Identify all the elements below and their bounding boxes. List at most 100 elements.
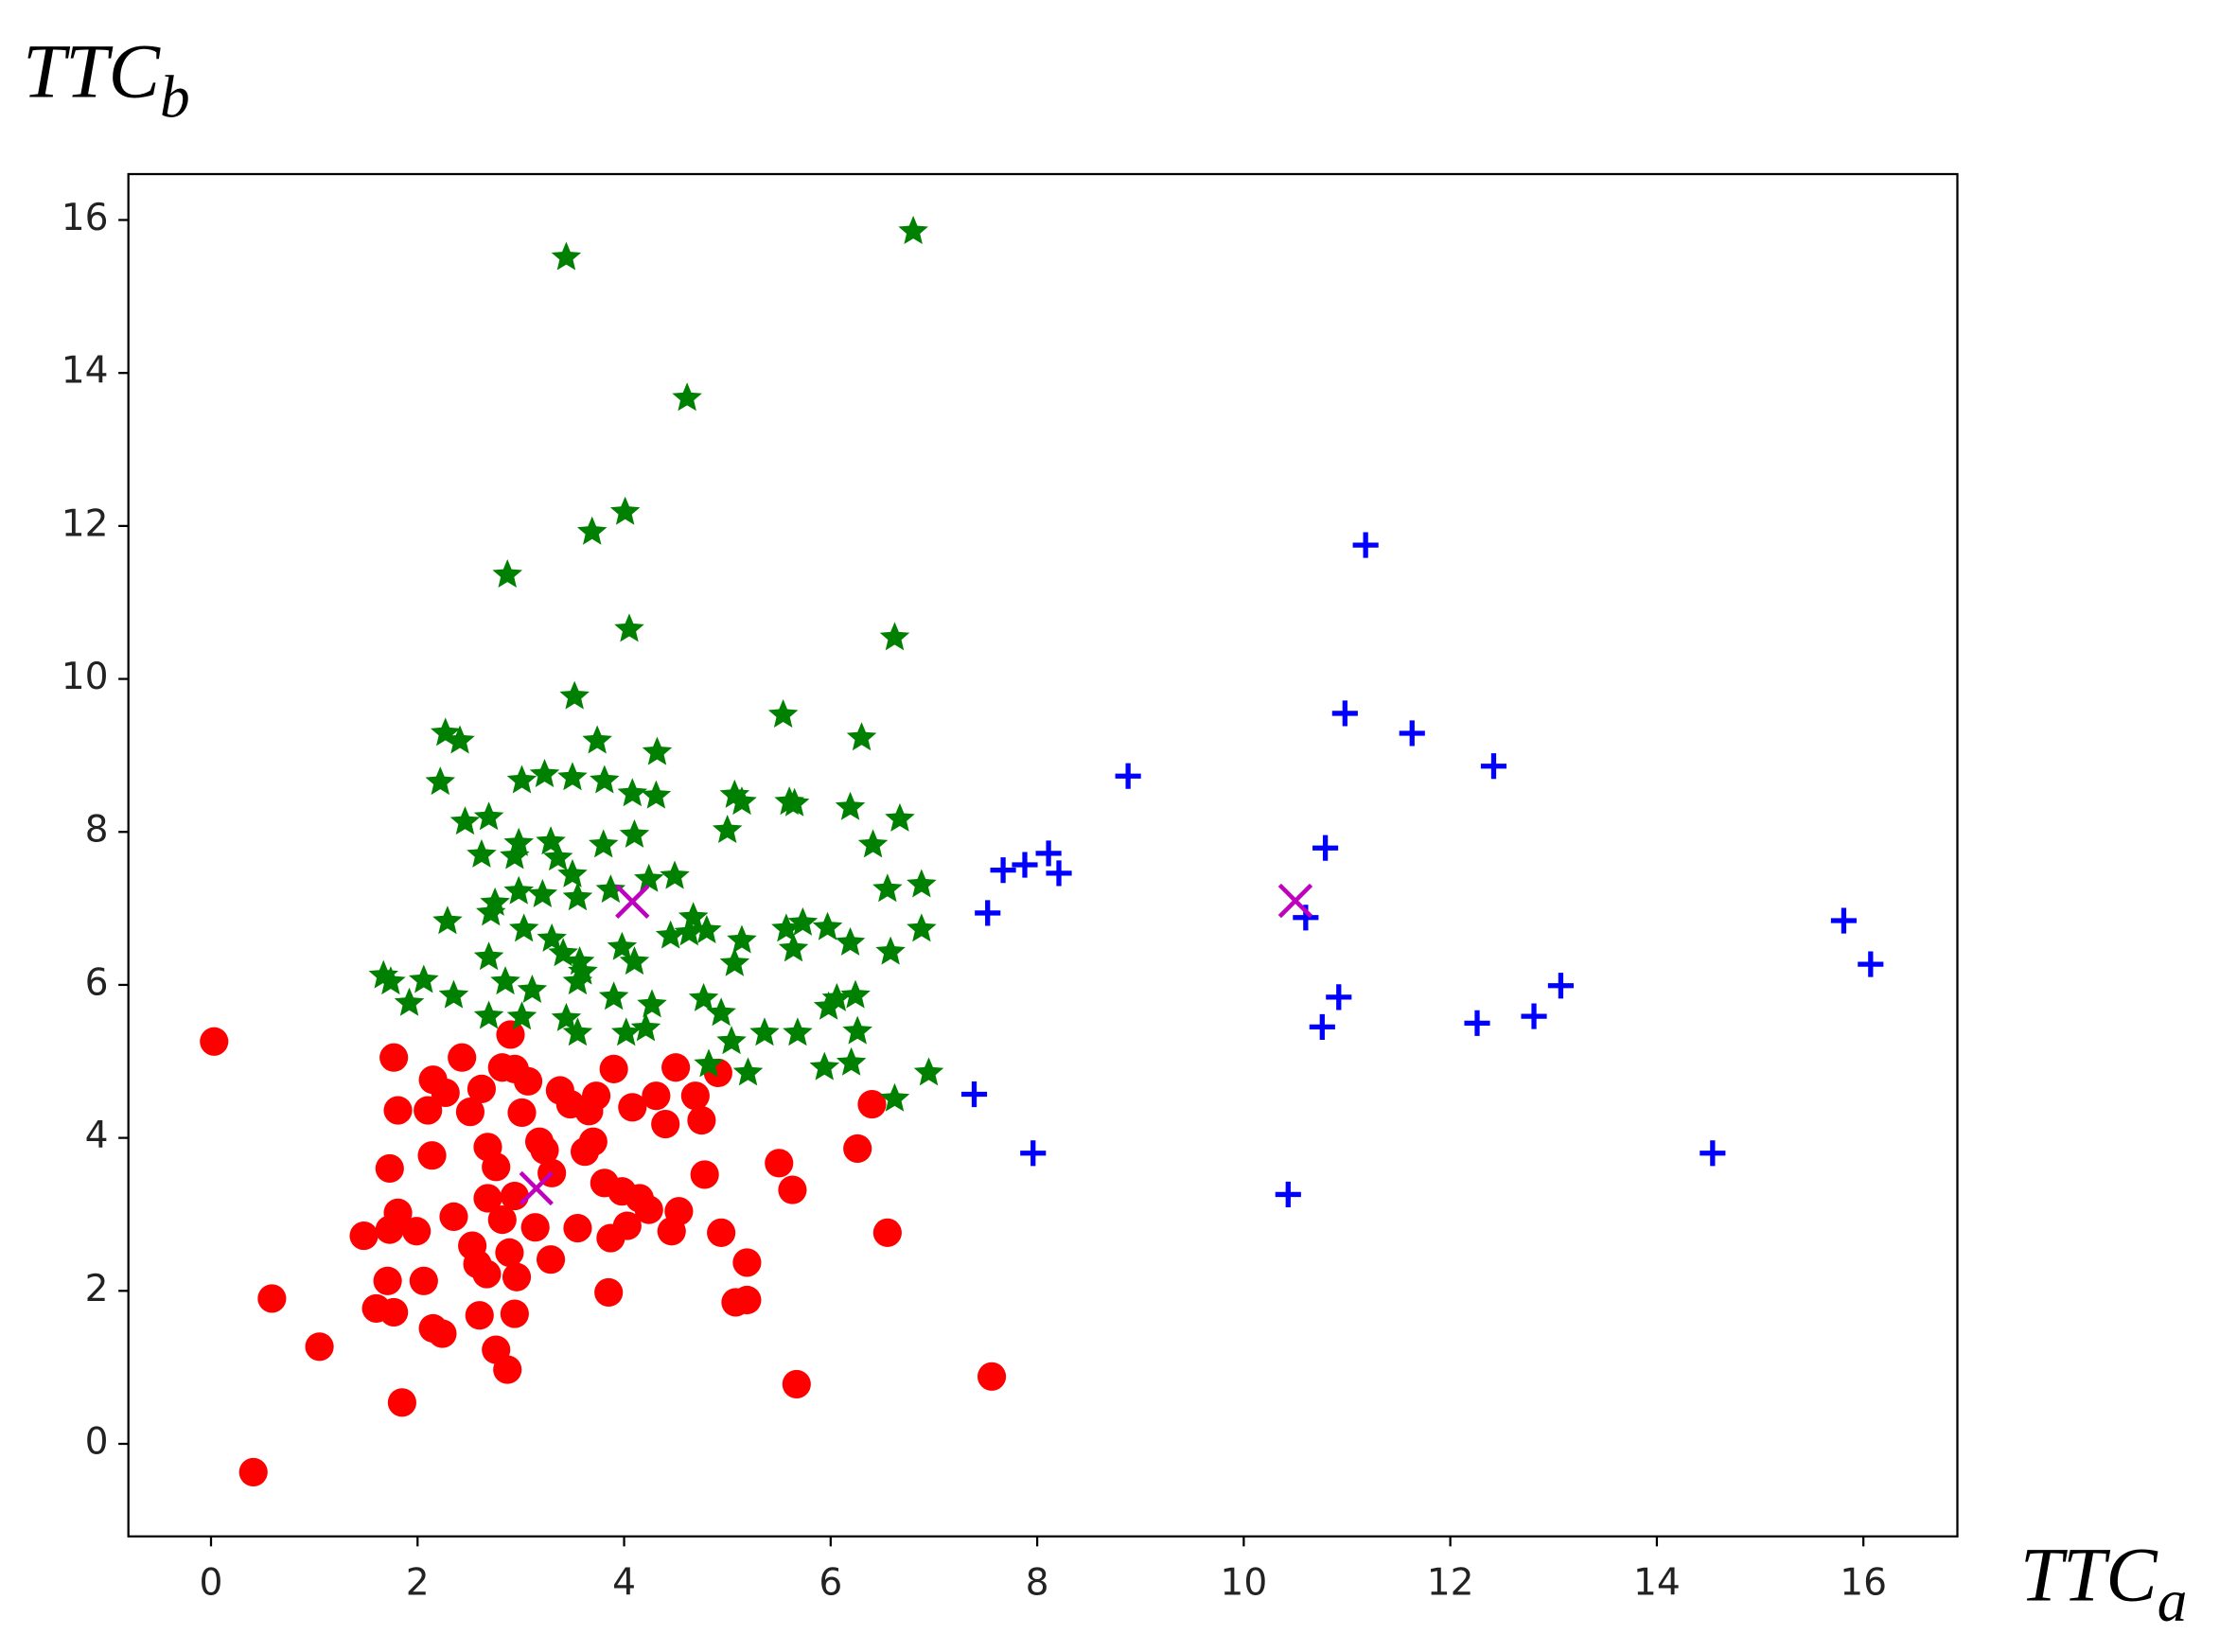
point: [872, 873, 903, 903]
point: [582, 1081, 611, 1111]
point: [200, 1027, 229, 1056]
point: [472, 1259, 502, 1289]
point: [562, 882, 593, 911]
point: [716, 1026, 747, 1055]
point: [672, 382, 702, 412]
point: [1399, 720, 1425, 747]
point: [688, 982, 719, 1011]
x-tick-label: 12: [1427, 1562, 1474, 1605]
point: [475, 897, 506, 926]
point: [383, 1096, 413, 1125]
x-tick-label: 4: [612, 1562, 636, 1605]
point: [557, 858, 588, 888]
point: [439, 1202, 468, 1231]
point: [680, 1081, 710, 1111]
point: [402, 1217, 432, 1246]
point: [379, 1043, 409, 1072]
point: [562, 966, 593, 995]
point: [394, 987, 425, 1016]
point: [557, 762, 588, 791]
point: [473, 1184, 502, 1213]
point: [1035, 840, 1062, 867]
point: [1352, 532, 1379, 558]
point: [732, 1285, 762, 1315]
point: [990, 857, 1016, 884]
point: [732, 1248, 762, 1277]
y-tick-label: 12: [62, 502, 109, 545]
point: [690, 1160, 719, 1189]
point: [1309, 1013, 1335, 1040]
point: [813, 991, 844, 1020]
point: [765, 1149, 794, 1178]
point: [657, 1217, 686, 1246]
point: [502, 1262, 532, 1292]
point: [507, 1098, 537, 1128]
point: [503, 875, 534, 905]
point: [1331, 700, 1358, 727]
y-tick-label: 10: [62, 656, 109, 698]
point: [598, 981, 629, 1011]
x-tick-label: 6: [819, 1562, 842, 1605]
point: [496, 1020, 525, 1049]
point: [660, 860, 690, 889]
point: [857, 1089, 887, 1119]
point: [835, 791, 866, 820]
point: [812, 911, 843, 940]
point: [431, 1078, 460, 1107]
point: [885, 802, 915, 832]
point: [425, 766, 456, 796]
point: [617, 778, 648, 807]
point: [527, 878, 558, 907]
point: [960, 1081, 988, 1108]
point: [445, 725, 475, 754]
point: [607, 931, 638, 960]
point: [612, 1211, 642, 1240]
point: [907, 913, 937, 942]
point: [530, 1135, 559, 1165]
point: [836, 1046, 867, 1076]
point: [692, 914, 722, 943]
point: [588, 829, 619, 858]
point: [879, 1082, 910, 1112]
point: [448, 1043, 477, 1072]
point: [1858, 951, 1884, 977]
point: [1275, 1181, 1301, 1208]
point: [1326, 984, 1352, 1011]
point: [1521, 1003, 1547, 1029]
point: [582, 725, 612, 754]
point: [594, 1277, 624, 1307]
point: [619, 818, 650, 848]
point: [977, 1362, 1007, 1391]
y-tick-label: 14: [62, 350, 109, 393]
point: [576, 516, 608, 545]
point: [508, 913, 539, 942]
point: [707, 1218, 736, 1247]
point: [633, 863, 664, 892]
point: [373, 1266, 402, 1295]
point: [1312, 835, 1339, 861]
point: [559, 680, 590, 710]
point: [500, 840, 530, 870]
point: [872, 1218, 902, 1247]
point: [661, 1053, 691, 1082]
point: [609, 496, 641, 525]
point: [846, 722, 877, 751]
point: [438, 979, 469, 1009]
point: [1012, 852, 1038, 878]
point: [529, 759, 560, 788]
point: [783, 1017, 813, 1046]
point: [467, 1074, 497, 1103]
x-axis-label-sub: a: [2158, 1568, 2188, 1634]
point: [767, 698, 799, 728]
y-tick-label: 6: [85, 961, 109, 1004]
series: [368, 216, 944, 1112]
point: [706, 997, 736, 1027]
point: [563, 1213, 592, 1243]
point: [349, 1221, 379, 1251]
point: [835, 926, 866, 956]
point: [630, 1012, 661, 1042]
point: [383, 1198, 413, 1227]
point: [428, 1319, 457, 1348]
point: [500, 1299, 529, 1328]
